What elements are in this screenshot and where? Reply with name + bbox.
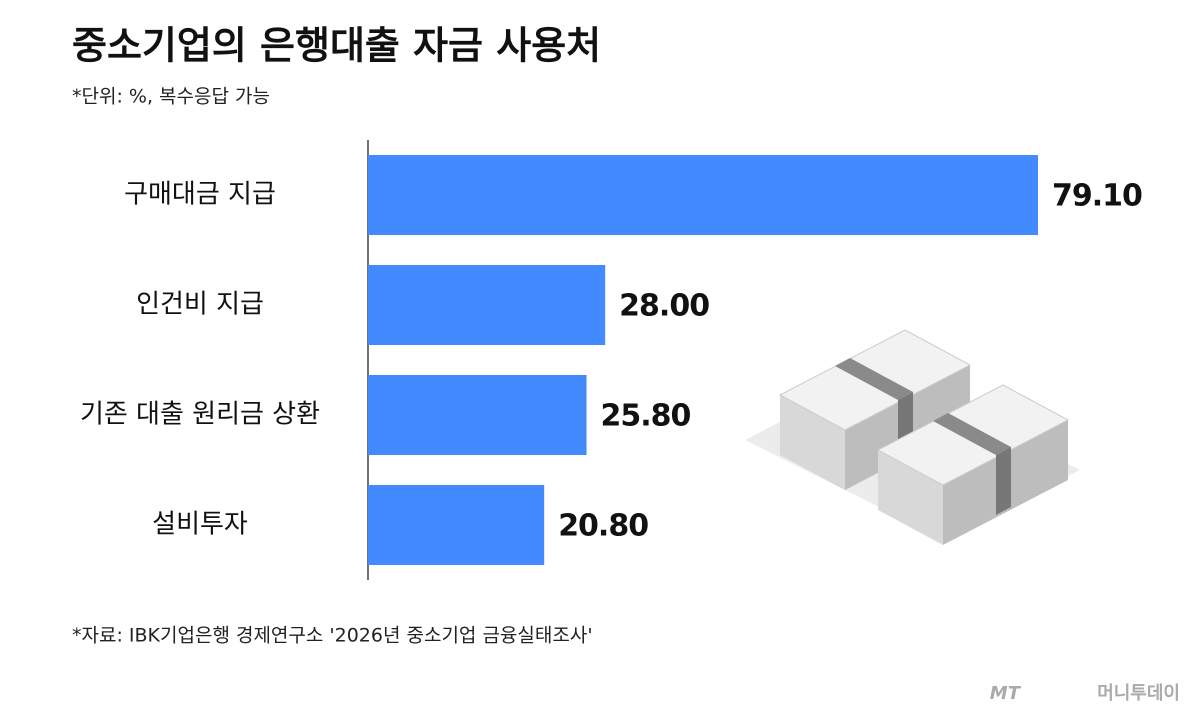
logo-mark: MT [990,683,1022,704]
chart-subtitle: *단위: %, 복수응답 가능 [72,86,270,108]
logo: 머니투데이 [1097,683,1180,704]
money-illustration [745,329,1080,545]
y-tick-label: 구매대금 지급 [124,180,276,210]
y-tick-label: 인건비 지급 [136,290,264,320]
value-label: 28.00 [619,289,709,324]
bar [368,485,545,565]
value-label: 20.80 [558,509,648,544]
bar [368,265,606,345]
chart-title: 중소기업의 은행대출 자금 사용처 [72,24,601,68]
bar [368,155,1039,235]
y-tick-label: 기존 대출 원리금 상환 [80,400,320,430]
bar [368,375,587,455]
y-tick-label: 설비투자 [152,510,248,540]
value-label: 79.10 [1052,179,1142,214]
value-label: 25.80 [601,399,691,434]
source: *자료: IBK기업은행 경제연구소 '2026년 중소기업 금융실태조사' [72,625,593,647]
